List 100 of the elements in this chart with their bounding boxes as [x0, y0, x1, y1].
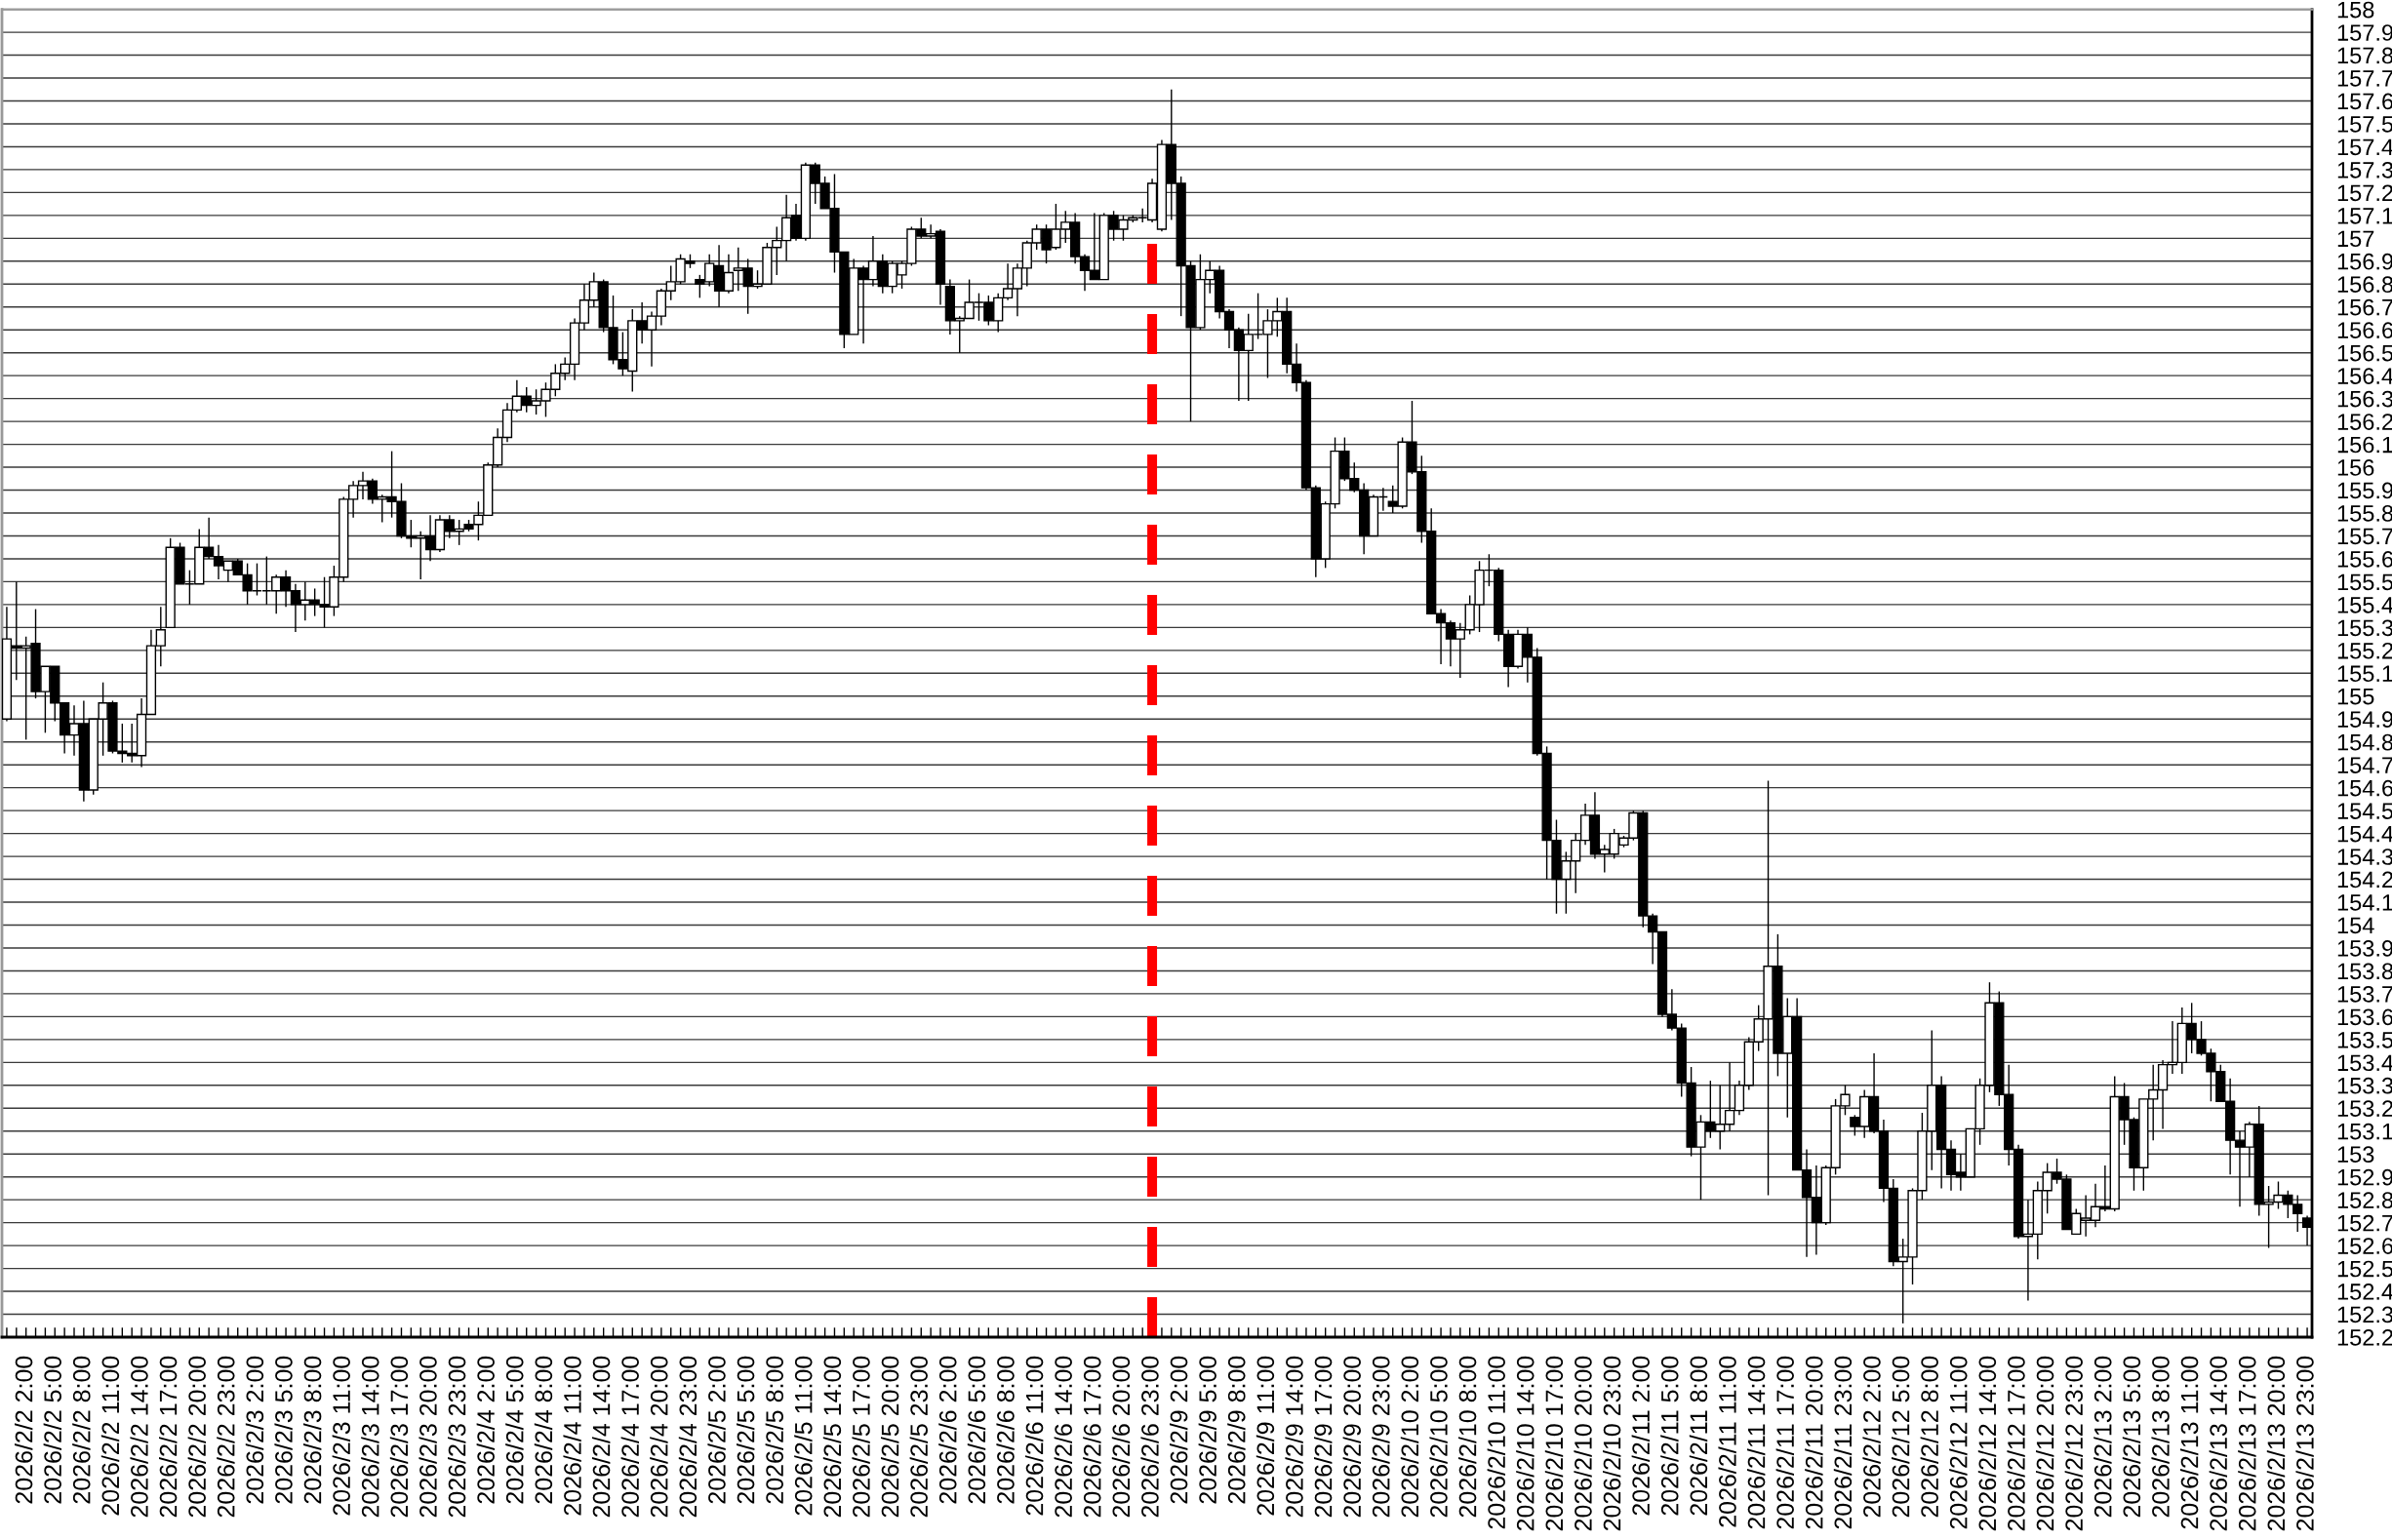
x-tick-label: 2026/2/5 8:00 [765, 1356, 783, 1504]
x-tick-label: 2026/2/6 17:00 [1083, 1356, 1101, 1518]
y-tick-label: 154.9 [2337, 711, 2392, 729]
x-tick-label: 2026/2/4 5:00 [505, 1356, 524, 1504]
x-tick-label: 2026/2/11 11:00 [1718, 1356, 1736, 1527]
x-tick-label: 2026/2/4 23:00 [678, 1356, 698, 1518]
x-tick-label: 2026/2/5 17:00 [852, 1356, 870, 1518]
x-tick-label: 2026/2/9 11:00 [1256, 1356, 1275, 1516]
y-tick-label: 157.1 [2337, 208, 2392, 224]
x-tick-label: 2026/2/4 20:00 [650, 1356, 668, 1518]
x-tick-label: 2026/2/4 14:00 [592, 1356, 611, 1518]
y-tick-label: 153.2 [2337, 1100, 2392, 1118]
x-tick-label: 2026/2/11 5:00 [1660, 1356, 1679, 1516]
x-tick-label: 2026/2/12 2:00 [1862, 1356, 1881, 1518]
x-tick-label: 2026/2/10 17:00 [1544, 1356, 1564, 1531]
x-tick-label: 2026/2/6 2:00 [938, 1356, 957, 1504]
y-tick-label: 156.2 [2337, 414, 2392, 430]
x-tick-label: 2026/2/12 14:00 [1977, 1356, 1997, 1531]
x-tick-label: 2026/2/2 23:00 [217, 1356, 235, 1518]
x-tick-label: 2026/2/3 8:00 [303, 1356, 322, 1504]
y-tick-label: 153.7 [2337, 985, 2392, 1003]
x-tick-label: 2026/2/6 20:00 [1111, 1356, 1131, 1518]
x-tick-label: 2026/2/11 17:00 [1775, 1356, 1794, 1529]
x-tick-label: 2026/2/12 11:00 [1949, 1356, 1968, 1529]
x-tick-label: 2026/2/9 5:00 [1198, 1356, 1216, 1504]
y-tick-label: 152.2 [2337, 1329, 2392, 1346]
y-tick-label: 155.9 [2337, 482, 2392, 499]
y-tick-label: 154 [2337, 917, 2374, 934]
x-tick-label: 2026/2/12 5:00 [1892, 1356, 1910, 1518]
x-tick-label: 2026/2/5 23:00 [909, 1356, 928, 1518]
x-tick-label: 2026/2/5 14:00 [822, 1356, 842, 1518]
x-tick-label: 2026/2/4 8:00 [534, 1356, 553, 1504]
x-tick-label: 2026/2/11 8:00 [1689, 1356, 1708, 1516]
x-tick-label: 2026/2/2 11:00 [100, 1356, 120, 1516]
x-tick-label: 2026/2/3 20:00 [419, 1356, 437, 1518]
x-tick-label: 2026/2/13 5:00 [2122, 1356, 2141, 1518]
x-tick-label: 2026/2/5 5:00 [737, 1356, 755, 1504]
x-tick-label: 2026/2/6 11:00 [1025, 1356, 1044, 1516]
y-tick-label: 152.9 [2337, 1168, 2392, 1186]
y-tick-label: 153.1 [2337, 1123, 2392, 1140]
x-tick-label: 2026/2/2 2:00 [15, 1356, 33, 1504]
x-tick-label: 2026/2/11 14:00 [1747, 1356, 1766, 1529]
x-tick-label: 2026/2/2 8:00 [72, 1356, 91, 1504]
x-tick-label: 2026/2/9 14:00 [1285, 1356, 1303, 1518]
x-tick-label: 2026/2/3 14:00 [361, 1356, 379, 1518]
x-tick-label: 2026/2/11 2:00 [1631, 1356, 1650, 1516]
x-tick-label: 2026/2/12 20:00 [2036, 1356, 2054, 1531]
x-tick-label: 2026/2/13 14:00 [2209, 1356, 2227, 1531]
x-tick-label: 2026/2/10 14:00 [1516, 1356, 1535, 1531]
x-tick-label: 2026/2/12 17:00 [2007, 1356, 2025, 1531]
x-tick-label: 2026/2/10 20:00 [1574, 1356, 1592, 1531]
y-tick-label: 155.1 [2337, 665, 2392, 683]
x-tick-label: 2026/2/10 2:00 [1400, 1356, 1419, 1518]
x-tick-label: 2026/2/2 14:00 [130, 1356, 148, 1518]
x-tick-label: 2026/2/9 20:00 [1342, 1356, 1361, 1518]
x-tick-label: 2026/2/3 5:00 [274, 1356, 293, 1504]
y-tick-label: 154.1 [2337, 894, 2392, 911]
x-tick-label: 2026/2/13 20:00 [2266, 1356, 2286, 1531]
x-tick-label: 2026/2/6 8:00 [996, 1356, 1015, 1504]
x-tick-label: 2026/2/4 2:00 [476, 1356, 495, 1504]
x-tick-label: 2026/2/12 23:00 [2064, 1356, 2083, 1531]
x-tick-label: 2026/2/10 11:00 [1487, 1356, 1505, 1529]
y-tick-label: 157.9 [2337, 24, 2392, 41]
x-tick-label: 2026/2/13 11:00 [2180, 1356, 2199, 1529]
x-tick-label: 2026/2/9 17:00 [1314, 1356, 1333, 1518]
x-tick-label: 2026/2/13 17:00 [2238, 1356, 2256, 1531]
x-tick-label: 2026/2/9 2:00 [1170, 1356, 1188, 1504]
x-tick-label: 2026/2/10 8:00 [1458, 1356, 1477, 1518]
x-tick-label: 2026/2/5 11:00 [794, 1356, 813, 1516]
x-tick-label: 2026/2/2 17:00 [159, 1356, 178, 1518]
x-tick-label: 2026/2/2 20:00 [187, 1356, 206, 1518]
x-tick-label: 2026/2/5 2:00 [707, 1356, 726, 1504]
x-tick-label: 2026/2/3 2:00 [245, 1356, 264, 1504]
y-tick-label: 157 [2337, 230, 2374, 248]
y-tick-label: 156 [2337, 459, 2374, 476]
y-tick-label: 153.9 [2337, 940, 2392, 957]
x-tick-label: 2026/2/4 17:00 [620, 1356, 639, 1518]
x-tick-label: 2026/2/6 14:00 [1054, 1356, 1072, 1518]
x-tick-label: 2026/2/10 5:00 [1429, 1356, 1448, 1518]
y-tick-label: 153 [2337, 1146, 2374, 1164]
x-tick-label: 2026/2/11 20:00 [1805, 1356, 1823, 1529]
y-tick-label: 157.2 [2337, 184, 2392, 202]
x-tick-label: 2026/2/9 23:00 [1372, 1356, 1390, 1518]
y-tick-label: 154.7 [2337, 757, 2392, 773]
y-tick-label: 154.2 [2337, 871, 2392, 888]
x-tick-label: 2026/2/13 2:00 [2093, 1356, 2112, 1518]
y-tick-label: 157.7 [2337, 70, 2392, 87]
x-tick-label: 2026/2/12 8:00 [1920, 1356, 1938, 1518]
x-tick-label: 2026/2/13 23:00 [2295, 1356, 2314, 1531]
x-tick-label: 2026/2/10 23:00 [1603, 1356, 1621, 1531]
x-tick-label: 2026/2/11 23:00 [1833, 1356, 1853, 1529]
x-tick-label: 2026/2/5 20:00 [881, 1356, 899, 1518]
x-tick-label: 2026/2/3 23:00 [448, 1356, 466, 1518]
x-tick-label: 2026/2/3 11:00 [332, 1356, 350, 1516]
y-tick-label: 155.2 [2337, 642, 2392, 659]
x-tick-label: 2026/2/6 23:00 [1140, 1356, 1159, 1518]
y-tick-label: 156.9 [2337, 253, 2392, 270]
x-tick-label: 2026/2/2 5:00 [43, 1356, 61, 1504]
x-tick-label: 2026/2/9 8:00 [1227, 1356, 1246, 1504]
y-tick-label: 156.1 [2337, 436, 2392, 454]
